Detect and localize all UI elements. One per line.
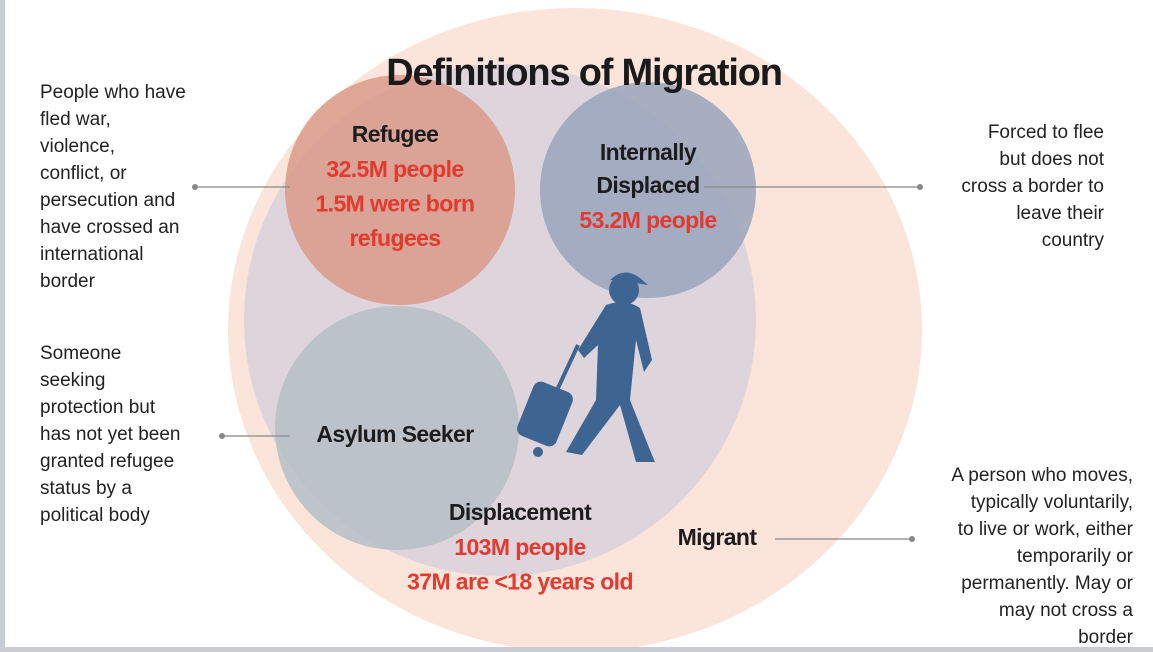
node-description: conflict, or xyxy=(40,163,127,184)
refugee-circle xyxy=(285,75,515,305)
bottom-edge xyxy=(0,647,1153,652)
title: Definitions of Migration xyxy=(386,52,782,94)
node-description: cross a border to xyxy=(961,176,1104,197)
node-description: leave their xyxy=(1016,203,1104,224)
node-label: Asylum Seeker xyxy=(316,421,474,447)
node-description: seeking xyxy=(40,370,106,391)
node-description: granted refugee xyxy=(40,451,174,472)
node-description: but does not xyxy=(999,149,1104,170)
node-stat: 103M people xyxy=(454,534,585,560)
node-description: violence, xyxy=(40,136,115,157)
node-description: A person who moves, xyxy=(951,465,1133,486)
connector-dot xyxy=(192,184,198,190)
node-description: international xyxy=(40,244,144,265)
node-description: persecution and xyxy=(40,190,175,211)
node-description: political body xyxy=(40,505,150,526)
left-edge xyxy=(0,0,5,652)
node-stat: refugees xyxy=(349,225,440,251)
node-description: status by a xyxy=(40,478,132,499)
node-stat: 53.2M people xyxy=(579,207,716,233)
node-description: border xyxy=(40,271,96,292)
node-description: may not cross a xyxy=(999,600,1134,621)
node-description: temporarily or xyxy=(1017,546,1134,567)
node-label: Displaced xyxy=(596,172,699,198)
node-description: to live or work, either xyxy=(958,519,1134,540)
node-stat: 1.5M were born xyxy=(315,191,474,217)
connector-dot xyxy=(909,536,915,542)
node-description: Someone xyxy=(40,343,121,364)
node-stat: 32.5M people xyxy=(326,156,463,182)
node-description: have crossed an xyxy=(40,217,179,238)
node-description: country xyxy=(1042,230,1105,251)
connector-dot xyxy=(219,433,225,439)
asylum-seeker-circle xyxy=(275,306,519,550)
node-description: border xyxy=(1078,627,1134,648)
node-description: fled war, xyxy=(40,109,111,130)
node-stat: 37M are <18 years old xyxy=(407,569,633,595)
node-label: Migrant xyxy=(678,524,758,550)
node-description: permanently. May or xyxy=(961,573,1133,594)
internally-displaced-circle xyxy=(540,82,756,298)
connector-dot xyxy=(917,184,923,190)
node-label: Internally xyxy=(600,139,697,165)
node-label: Refugee xyxy=(352,121,439,147)
node-description: typically voluntarily, xyxy=(971,492,1133,513)
node-description: People who have xyxy=(40,82,186,103)
node-description: protection but xyxy=(40,397,156,418)
node-description: has not yet been xyxy=(40,424,181,445)
node-description: Forced to flee xyxy=(988,122,1104,143)
node-label: Displacement xyxy=(449,499,592,525)
traveler-icon xyxy=(517,272,655,462)
